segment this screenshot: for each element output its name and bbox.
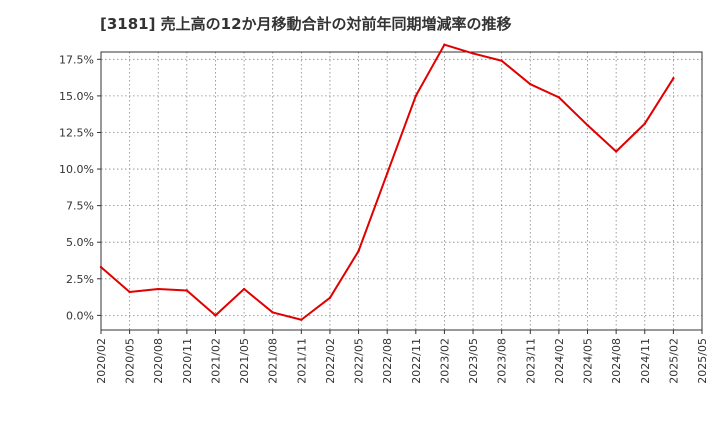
data-point (357, 249, 360, 253)
x-tick-label: 2021/11 (295, 338, 308, 384)
data-point (414, 94, 418, 98)
y-tick-label: 10.0% (59, 163, 94, 176)
y-tick-label: 5.0% (66, 236, 94, 249)
data-point (557, 96, 561, 99)
data-point (643, 122, 646, 125)
y-tick-label: 12.5% (59, 126, 94, 139)
x-tick-label: 2024/02 (553, 338, 566, 384)
data-point (500, 59, 503, 62)
data-point (185, 289, 189, 292)
x-tick-label: 2020/05 (124, 338, 137, 384)
x-tick-label: 2023/02 (438, 338, 451, 384)
x-tick-label: 2022/02 (324, 338, 337, 384)
data-point (157, 287, 160, 291)
data-point (128, 290, 131, 294)
data-point (300, 318, 303, 321)
data-point (328, 296, 332, 300)
data-point (99, 265, 103, 269)
series-layer (99, 43, 675, 321)
grid-lines (101, 52, 702, 330)
x-tick-label: 2023/05 (467, 338, 480, 384)
data-point (586, 123, 589, 127)
x-tick-label: 2024/08 (610, 338, 623, 384)
y-tick-label: 0.0% (66, 309, 94, 322)
data-point (242, 287, 246, 291)
series-line (100, 43, 675, 321)
y-tick-label: 15.0% (59, 90, 94, 103)
y-tick-label: 7.5% (66, 200, 94, 213)
x-tick-label: 2021/02 (209, 338, 222, 384)
data-point (443, 43, 446, 46)
x-tick-label: 2022/05 (353, 338, 366, 384)
x-tick-label: 2020/11 (181, 338, 194, 384)
data-point (672, 77, 675, 80)
data-point (471, 52, 475, 55)
x-tick-label: 2023/11 (524, 338, 537, 384)
data-point (529, 82, 532, 86)
data-point (214, 314, 217, 317)
y-axis: 0.0% 2.5% 5.0% 7.5% 10.0% 12.5% 15.0% 17.5% (59, 53, 101, 322)
x-tick-label: 2020/08 (152, 338, 165, 384)
data-point (614, 150, 618, 153)
y-tick-label: 17.5% (59, 53, 94, 66)
x-tick-label: 2021/05 (238, 338, 251, 384)
x-tick-label: 2021/08 (267, 338, 280, 384)
x-tick-label: 2025/05 (696, 338, 709, 384)
x-axis: 2020/02 2020/05 2020/08 2020/11 2021/02 2021/… (95, 330, 709, 384)
data-point (385, 172, 389, 175)
x-tick-label: 2024/05 (582, 338, 595, 384)
x-tick-label: 2020/02 (95, 338, 108, 384)
chart-title: [3181] 売上高の12か月移動合計の対前年同期増減率の推移 (100, 15, 512, 33)
x-tick-label: 2025/02 (667, 338, 680, 384)
x-tick-label: 2022/08 (381, 338, 394, 384)
y-tick-label: 2.5% (66, 273, 94, 286)
x-tick-label: 2022/11 (410, 338, 423, 384)
x-tick-label: 2024/11 (639, 338, 652, 384)
plot-area-frame (100, 51, 703, 331)
x-tick-label: 2023/08 (496, 338, 509, 384)
data-point (271, 311, 274, 314)
